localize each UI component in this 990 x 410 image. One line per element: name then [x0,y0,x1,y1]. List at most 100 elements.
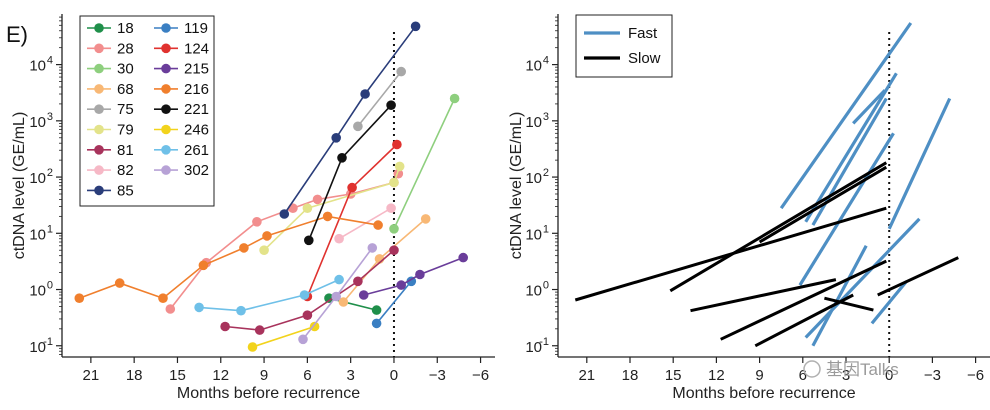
trend-line-fast [779,22,913,210]
left-y-tick-exponent: 4 [47,55,53,67]
right-y-tick-exponent: 0 [543,280,549,292]
data-point-81 [389,245,399,255]
series-246 [247,321,320,352]
legend-marker-75 [94,104,104,114]
right-trend-lines [574,22,959,348]
trend-line-fast [852,89,887,125]
data-point-119 [371,318,382,329]
legend-marker-28 [94,43,104,54]
left-x-tick-label: 15 [169,367,186,384]
data-point-82 [386,203,396,213]
data-point-81 [220,321,230,332]
legend-label-246: 246 [184,122,209,139]
right-x-tick-label: 12 [708,367,725,384]
legend-label-30: 30 [117,61,134,78]
series-221 [304,100,396,246]
trend-line-slow [690,278,837,313]
left-x-tick-label: −6 [472,367,489,384]
data-point-215 [415,269,425,280]
data-point-261 [299,290,310,300]
trend-line-slow [669,161,888,293]
data-point-85 [360,89,370,99]
data-point-261 [334,274,344,285]
data-point-30 [449,93,460,104]
right-y-tick-label: 10 [525,58,542,75]
series-261 [194,274,344,316]
legend-marker-246 [161,124,171,135]
right-y-tick-exponent: 2 [543,167,549,179]
left-y-tick-exponent: 1 [47,223,53,235]
data-point-216 [262,231,272,241]
legend-marker-119 [161,23,171,33]
series-302 [298,243,378,345]
data-point-215 [358,290,369,300]
left-x-axis-label: Months before recurrence [177,385,360,402]
watermark-icon [803,360,821,378]
legend-label-slow: Slow [628,50,661,67]
data-point-124 [347,182,357,193]
data-point-79 [302,203,313,213]
data-point-68 [420,214,431,224]
legend-label-85: 85 [117,182,134,199]
legend-label-28: 28 [117,40,134,57]
legend-marker-85 [94,185,104,196]
trend-line-slow [720,259,887,341]
legend-label-82: 82 [117,162,134,179]
left-x-tick-label: 18 [126,367,143,384]
data-point-261 [194,302,204,313]
left-y-tick-label: 10 [29,339,46,356]
left-data-series [74,21,469,352]
left-y-tick-exponent: 3 [47,111,53,123]
series-line-246 [252,325,315,348]
series-30 [389,93,460,234]
series-85 [279,21,421,219]
right-x-tick-label: 15 [665,367,682,384]
data-point-68 [338,297,349,307]
data-point-82 [334,233,344,244]
data-point-124 [392,139,402,150]
data-point-261 [236,305,246,316]
left-y-tick-label: 10 [29,283,46,300]
right-y-tick-label: 10 [525,170,542,187]
series-line-30 [393,98,456,230]
data-point-28 [288,203,298,213]
left-y-tick-label: 10 [29,114,46,131]
data-point-221 [304,235,314,246]
panel-letter: E) [6,22,28,47]
right-y-tick-exponent: 1 [543,223,549,235]
data-point-216 [158,293,168,304]
right-legend: Fast Slow [575,14,673,78]
left-y-tick-label: 10 [29,226,46,243]
data-point-221 [386,100,396,110]
legend-marker-302 [161,165,171,175]
left-x-tick-label: −3 [429,367,446,384]
left-y-tick-label: 10 [29,58,46,75]
right-y-tick-label: 10 [525,339,542,356]
right-y-tick-exponent: -1 [539,336,549,348]
series-75 [353,66,407,132]
right-y-tick-label: 10 [525,283,542,300]
left-y-tick-exponent: 0 [47,280,53,292]
right-x-tick-label: 21 [578,367,595,384]
data-point-79 [259,245,269,255]
legend-label-fast: Fast [628,25,658,42]
data-point-30 [389,224,399,234]
right-x-tick-label: −6 [967,367,984,384]
watermark-text: 基因Talks [826,360,899,379]
left-x-tick-label: 0 [390,367,398,384]
legend-label-68: 68 [117,81,134,98]
data-point-28 [252,217,262,227]
data-point-18 [324,293,334,304]
right-y-tick-label: 10 [525,114,542,131]
legend-label-75: 75 [117,101,134,118]
right-x-tick-label: 6 [799,367,807,384]
legend-marker-221 [161,104,171,114]
data-point-216 [239,243,249,253]
trend-line-fast [804,217,921,339]
data-point-28 [165,304,176,314]
data-point-18 [371,305,382,315]
trend-line-fast [887,97,952,230]
data-point-215 [396,280,407,290]
